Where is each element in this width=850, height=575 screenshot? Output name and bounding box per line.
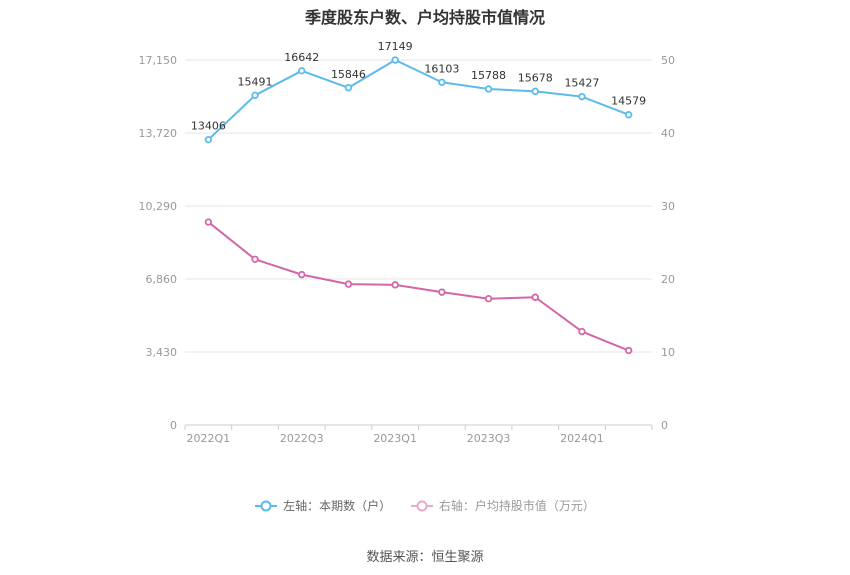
left-axis-tick-label: 17,150 (139, 54, 178, 67)
left-axis-tick-label: 10,290 (139, 200, 178, 213)
x-axis-tick-label: 2023Q3 (467, 432, 511, 445)
data-point-right (531, 293, 539, 301)
data-point-right (438, 288, 446, 296)
series-points (204, 56, 633, 355)
data-point-right (484, 295, 493, 303)
right-axis-tick-label: 50 (661, 54, 675, 67)
data-point-left (531, 87, 539, 96)
legend-label-left: 左轴：本期数（户） (283, 499, 392, 513)
series-line-right (207, 221, 630, 352)
legend-right-marker-icon (410, 500, 433, 511)
data-point-right (578, 327, 586, 336)
data-point-left (204, 135, 213, 144)
legend-label-right: 右轴：户均持股市值（万元） (438, 499, 595, 513)
x-axis: 2022Q1 2022Q3 2023Q1 2023Q3 2024Q1 (184, 425, 653, 445)
x-axis-tick-label: 2022Q3 (280, 432, 324, 445)
left-axis-tick-label: 6,860 (146, 273, 178, 286)
data-label: 15678 (518, 71, 553, 84)
data-label: 15788 (471, 69, 506, 82)
grid-lines (185, 59, 652, 426)
series-lines (207, 59, 630, 352)
data-point-right (344, 280, 353, 288)
data-label: 16642 (284, 51, 319, 64)
data-point-left (344, 84, 353, 92)
data-point-right (204, 218, 213, 226)
left-axis: 0 3,430 6,860 10,290 13,720 17,150 (139, 54, 178, 432)
right-axis-tick-label: 30 (661, 200, 675, 213)
data-label: 13406 (191, 120, 226, 133)
data-point-right (391, 281, 399, 289)
x-axis-tick-label: 2023Q1 (373, 432, 417, 445)
data-labels: 13406 15491 16642 15846 17149 16103 15788 15678… (191, 40, 646, 133)
right-axis: 0 10 20 30 40 50 (661, 54, 675, 432)
data-label: 15427 (564, 77, 599, 90)
legend-item-right[interactable]: 右轴：户均持股市值（万元） (410, 497, 595, 514)
chart-legend: 左轴：本期数（户） 右轴：户均持股市值（万元） (0, 497, 850, 515)
data-label: 17149 (378, 40, 413, 53)
data-label: 14579 (611, 95, 646, 108)
data-point-left (298, 67, 306, 75)
data-point-right (251, 255, 259, 263)
left-axis-tick-label: 3,430 (146, 346, 178, 359)
right-axis-tick-label: 40 (661, 127, 675, 140)
data-point-left (251, 91, 259, 100)
right-axis-tick-label: 10 (661, 346, 675, 359)
data-point-left (438, 78, 446, 86)
data-point-right (624, 346, 633, 355)
left-axis-tick-label: 13,720 (139, 127, 178, 140)
series-line-left (207, 59, 630, 141)
data-source: 数据来源：恒生聚源 (366, 550, 484, 565)
chart-title: 季度股东户数、户均持股市值情况 (304, 8, 545, 27)
legend-item-left[interactable]: 左轴：本期数（户） (255, 497, 391, 514)
data-point-left (578, 92, 586, 101)
data-point-left (484, 85, 493, 93)
x-axis-tick-label: 2024Q1 (560, 432, 604, 445)
data-point-right (298, 270, 306, 279)
x-axis-tick-label: 2022Q1 (187, 432, 231, 445)
right-axis-tick-label: 20 (661, 273, 675, 286)
legend-left-marker-icon (255, 500, 278, 511)
data-point-left (391, 56, 399, 64)
right-axis-tick-label: 0 (661, 419, 668, 432)
data-label: 15491 (238, 75, 273, 88)
left-axis-tick-label: 0 (170, 419, 177, 432)
data-label: 15846 (331, 68, 366, 81)
data-label: 16103 (424, 62, 459, 75)
data-point-left (624, 111, 633, 119)
